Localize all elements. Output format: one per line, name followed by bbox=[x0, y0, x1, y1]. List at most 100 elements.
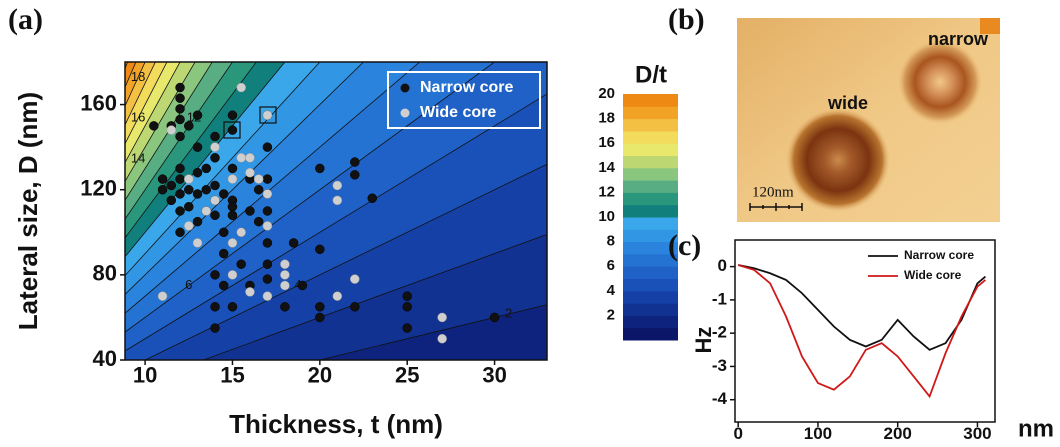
data-point bbox=[350, 170, 360, 180]
colorbar-tick-label: 14 bbox=[598, 159, 615, 176]
data-point bbox=[192, 238, 203, 248]
x-tick-label: 0 bbox=[733, 424, 742, 443]
data-point bbox=[227, 174, 238, 184]
legend-label: Wide core bbox=[420, 104, 496, 121]
afm-corner bbox=[980, 18, 1000, 34]
data-point bbox=[315, 163, 325, 174]
data-point bbox=[184, 184, 194, 195]
data-point bbox=[201, 206, 212, 216]
data-point bbox=[149, 121, 159, 131]
data-point bbox=[210, 195, 220, 206]
data-point bbox=[175, 189, 185, 199]
data-point bbox=[253, 216, 264, 227]
data-point bbox=[227, 110, 238, 120]
data-point bbox=[227, 210, 238, 221]
data-point bbox=[201, 163, 212, 174]
image-label: narrow bbox=[928, 29, 989, 49]
colorbar-band bbox=[623, 180, 678, 193]
colorbar-band bbox=[623, 167, 678, 181]
data-point bbox=[489, 312, 500, 323]
data-point bbox=[175, 82, 185, 93]
colorbar-band bbox=[623, 94, 678, 107]
colorbar-tick-label: 20 bbox=[598, 85, 615, 102]
data-point bbox=[402, 302, 412, 312]
legend-label: Narrow core bbox=[904, 248, 974, 262]
colorbar-tick-label: 16 bbox=[598, 134, 615, 151]
colorbar-tick-label: 12 bbox=[598, 183, 615, 200]
colorbar-tick-label: 4 bbox=[607, 282, 616, 299]
legend-label: Narrow core bbox=[420, 79, 513, 96]
data-point bbox=[350, 302, 360, 312]
x-axis-title: Thickness, t (nm) bbox=[229, 409, 443, 439]
contour-label: 14 bbox=[131, 151, 145, 166]
data-point bbox=[280, 270, 290, 280]
y-tick-label: -1 bbox=[712, 289, 727, 308]
highlight-box bbox=[223, 121, 241, 139]
colorbar-band bbox=[623, 290, 678, 304]
data-point bbox=[227, 238, 238, 248]
data-point bbox=[218, 280, 229, 291]
data-point bbox=[192, 189, 203, 199]
y-tick-label: 120 bbox=[80, 176, 117, 201]
contour-label: 18 bbox=[131, 69, 145, 84]
colorbar-band bbox=[623, 217, 678, 230]
data-point bbox=[236, 82, 246, 93]
data-point bbox=[402, 323, 412, 333]
y-axis-title: Lateral size, D (nm) bbox=[13, 92, 43, 330]
colorbar-band bbox=[623, 241, 678, 255]
colorbar-tick-label: 8 bbox=[607, 233, 615, 250]
data-point bbox=[262, 221, 273, 231]
x-tick-label: 100 bbox=[804, 424, 832, 443]
data-point bbox=[210, 323, 220, 333]
y-tick-label: 160 bbox=[80, 90, 117, 115]
data-point bbox=[218, 227, 229, 238]
data-point bbox=[245, 287, 255, 297]
data-point bbox=[332, 195, 343, 206]
panel-label: (c) bbox=[668, 229, 701, 262]
scale-bar-label: 120nm bbox=[752, 184, 794, 200]
data-point bbox=[236, 259, 246, 269]
data-point bbox=[218, 189, 229, 199]
colorbar-band bbox=[623, 118, 678, 132]
data-point bbox=[227, 125, 238, 135]
data-line bbox=[737, 264, 987, 399]
y-tick-label: 0 bbox=[718, 256, 727, 275]
data-point bbox=[175, 93, 185, 103]
data-point bbox=[184, 221, 194, 231]
colorbar-band bbox=[623, 106, 678, 120]
colorbar-band bbox=[623, 192, 678, 206]
colorbar-tick-label: 2 bbox=[607, 306, 615, 323]
data-point bbox=[262, 174, 273, 184]
plot-frame bbox=[734, 239, 996, 423]
data-point bbox=[332, 291, 343, 301]
data-point bbox=[245, 167, 255, 178]
data-point bbox=[184, 174, 194, 184]
data-point bbox=[262, 259, 273, 269]
data-point bbox=[166, 125, 177, 135]
data-point bbox=[350, 274, 360, 284]
data-point bbox=[236, 227, 246, 238]
data-point bbox=[227, 270, 238, 280]
data-point bbox=[280, 259, 290, 269]
x-tick-label: 200 bbox=[884, 424, 912, 443]
data-point bbox=[175, 104, 185, 114]
colorbar-band bbox=[623, 204, 678, 218]
data-point bbox=[175, 206, 185, 216]
data-point bbox=[166, 195, 177, 206]
data-point bbox=[262, 110, 273, 120]
data-point bbox=[262, 142, 273, 152]
colorbar-band bbox=[623, 266, 678, 279]
data-point bbox=[253, 184, 264, 195]
data-point bbox=[210, 142, 220, 152]
colorbar-band bbox=[623, 327, 678, 341]
data-point bbox=[210, 180, 220, 191]
data-point bbox=[210, 131, 220, 142]
data-point bbox=[175, 163, 185, 174]
colorbar-title: D/t bbox=[635, 61, 667, 88]
data-point bbox=[437, 333, 447, 344]
data-point bbox=[157, 184, 168, 195]
x-tick-label: 300 bbox=[963, 424, 991, 443]
